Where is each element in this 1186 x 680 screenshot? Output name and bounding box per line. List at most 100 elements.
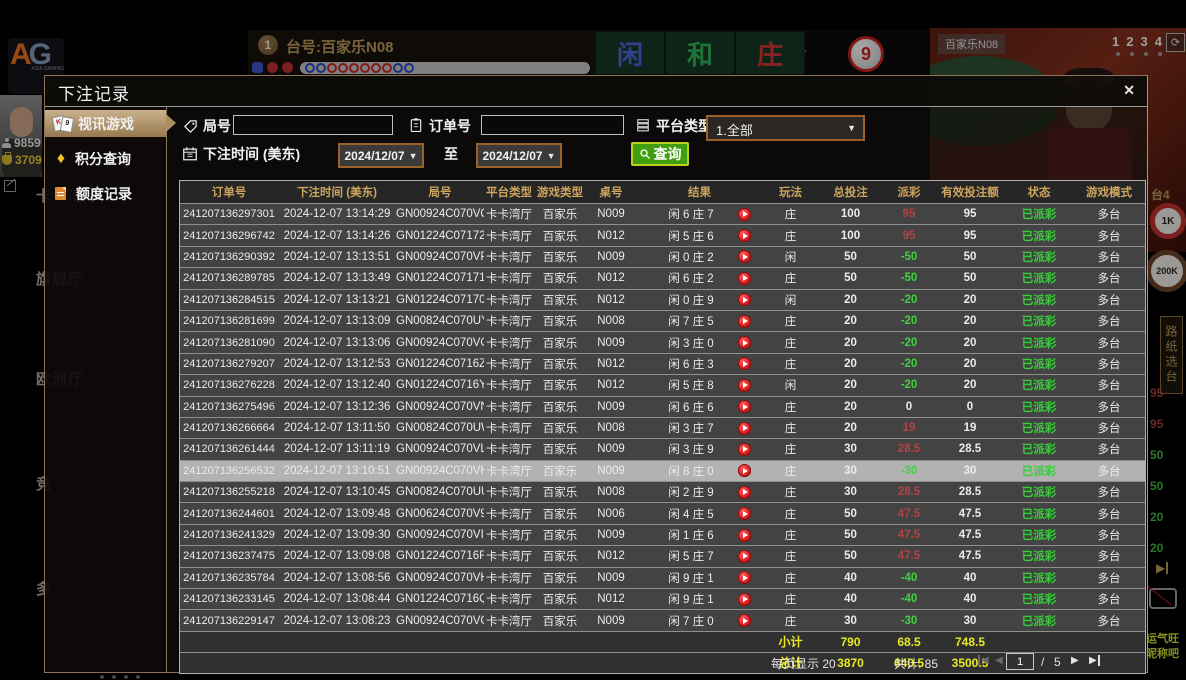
refresh-icon[interactable]: ⟳: [1166, 33, 1185, 52]
camera-number[interactable]: 1: [1112, 34, 1120, 49]
table-row[interactable]: 241207136261444 2024-12-07 13:11:19 GN00…: [180, 439, 1145, 461]
table-row[interactable]: 241207136296742 2024-12-07 13:14:26 GN01…: [180, 225, 1145, 247]
cell-total-bet: 20: [844, 336, 857, 349]
roadmap-icon-red2[interactable]: [282, 62, 293, 73]
result-ball: 9: [848, 36, 884, 72]
table-row[interactable]: 241207136266664 2024-12-07 13:11:50 GN00…: [180, 417, 1145, 440]
table-row[interactable]: 241207136279207 2024-12-07 13:12:53 GN01…: [180, 353, 1145, 376]
replay-icon[interactable]: [738, 614, 751, 628]
cell-bet-time: 2024-12-07 13:12:36: [283, 400, 391, 413]
cell-platform: 卡卡湾厅: [486, 273, 532, 286]
roadmap-icon-red1[interactable]: [267, 62, 278, 73]
replay-icon[interactable]: [738, 549, 751, 563]
cell-valid-bet: 95: [963, 229, 977, 242]
chat-muted-icon[interactable]: [1149, 588, 1177, 609]
last-page-icon[interactable]: ▶: [1089, 655, 1100, 666]
result-text: 闲 7 庄 0: [668, 615, 714, 628]
replay-icon[interactable]: [738, 421, 751, 435]
table-row[interactable]: 241207136255218 2024-12-07 13:10:45 GN00…: [180, 482, 1145, 504]
page-number-input[interactable]: [1006, 653, 1034, 670]
menu-item[interactable]: 额度记录: [45, 180, 166, 207]
bead-dot: [305, 63, 315, 73]
replay-icon[interactable]: [738, 507, 751, 521]
roadmap-icon-blue[interactable]: [252, 62, 263, 73]
replay-icon[interactable]: [738, 485, 751, 499]
bet-area[interactable]: 闲: [595, 31, 665, 75]
replay-icon[interactable]: [738, 229, 751, 243]
cell-valid-bet: 30: [963, 614, 977, 627]
table-row[interactable]: 241207136290392 2024-12-07 13:13:51 GN00…: [180, 246, 1145, 269]
cell-game-type: 百家乐: [542, 251, 578, 264]
table-row[interactable]: 241207136289785 2024-12-07 13:13:49 GN01…: [180, 268, 1145, 290]
cell-bet-time: 2024-12-07 13:08:56: [283, 571, 391, 584]
cell-table-number: N008: [597, 315, 625, 328]
table-row[interactable]: 241207136244601 2024-12-07 13:09:48 GN00…: [180, 503, 1145, 525]
camera-number[interactable]: 4: [1154, 34, 1162, 49]
menu-item[interactable]: ♦ 积分查询: [45, 145, 166, 172]
table-row[interactable]: 241207136276228 2024-12-07 13:12:40 GN01…: [180, 375, 1145, 397]
replay-icon[interactable]: [738, 293, 751, 307]
roadmap-table-select-tab[interactable]: 路纸选台: [1160, 316, 1183, 394]
replay-icon[interactable]: [738, 271, 751, 285]
skip-forward-icon[interactable]: ▶: [1156, 562, 1169, 574]
edit-icon[interactable]: [4, 180, 16, 192]
cell-payout: 0: [905, 400, 913, 413]
table-row[interactable]: 241207136297301 2024-12-07 13:14:29 GN00…: [180, 204, 1145, 226]
close-icon[interactable]: ✕: [1123, 82, 1135, 98]
table-row[interactable]: 241207136281090 2024-12-07 13:13:06 GN00…: [180, 332, 1145, 354]
replay-icon[interactable]: [738, 592, 751, 606]
cell-bet-type: 庄: [784, 273, 797, 286]
table-row[interactable]: 241207136256532 2024-12-07 13:10:51 GN00…: [180, 460, 1145, 483]
chip-1k[interactable]: 200K: [1146, 250, 1186, 292]
table-row[interactable]: 241207136241329 2024-12-07 13:09:30 GN00…: [180, 524, 1145, 547]
camera-number[interactable]: 3: [1140, 34, 1148, 49]
replay-icon[interactable]: [738, 336, 751, 350]
replay-icon[interactable]: [738, 314, 751, 328]
table-row[interactable]: 241207136281699 2024-12-07 13:13:09 GN00…: [180, 310, 1145, 333]
cell-round-number: GN00924C070VG: [396, 614, 484, 627]
first-page-icon[interactable]: ◀: [978, 655, 989, 666]
previous-page-icon[interactable]: ◀: [995, 655, 1003, 666]
round-input[interactable]: [233, 115, 393, 135]
replay-icon[interactable]: [738, 571, 751, 585]
cell-total-bet: 30: [844, 443, 857, 456]
result-text: 闲 6 庄 6: [668, 401, 714, 414]
replay-icon[interactable]: [738, 378, 751, 392]
column-header: 玩法: [779, 187, 802, 199]
bet-area[interactable]: 庄: [735, 31, 805, 75]
cell-payout: -50: [900, 272, 918, 285]
platform-type-dropdown[interactable]: 1.全部 ▼: [706, 115, 865, 141]
replay-icon[interactable]: [738, 357, 751, 371]
cell-valid-bet: 30: [963, 464, 977, 477]
date-to-picker[interactable]: 2024/12/07 ▼: [476, 143, 562, 168]
cell-game-mode: 多台: [1097, 508, 1121, 521]
menu-item[interactable]: 视讯游戏: [45, 110, 176, 137]
table-row[interactable]: 241207136235784 2024-12-07 13:08:56 GN00…: [180, 567, 1145, 590]
table-row[interactable]: 241207136275496 2024-12-07 13:12:36 GN00…: [180, 396, 1145, 418]
order-input[interactable]: [481, 115, 624, 135]
replay-icon[interactable]: [738, 442, 751, 456]
search-button[interactable]: 查询: [631, 142, 689, 166]
chip-1k[interactable]: 1K: [1150, 203, 1186, 239]
table-row[interactable]: 241207136237475 2024-12-07 13:09:08 GN01…: [180, 546, 1145, 568]
date-from-value: 2024/12/07: [344, 148, 405, 163]
next-page-icon[interactable]: ▶: [1071, 655, 1079, 666]
table-row[interactable]: 241207136229147 2024-12-07 13:08:23 GN00…: [180, 610, 1145, 632]
table-4-tab[interactable]: 台4: [1151, 188, 1170, 202]
cell-bet-time: 2024-12-07 13:13:21: [283, 293, 391, 306]
cell-payout: 95: [902, 208, 916, 221]
date-from-picker[interactable]: 2024/12/07 ▼: [338, 143, 424, 168]
bead-dot: [316, 63, 326, 73]
result-text: 闲 6 庄 2: [668, 273, 714, 286]
bet-area[interactable]: 和: [665, 31, 735, 75]
result-text: 闲 3 庄 9: [668, 444, 714, 457]
cell-total-bet: 20: [844, 357, 857, 370]
replay-icon[interactable]: [738, 464, 751, 478]
replay-icon[interactable]: [738, 528, 751, 542]
table-row[interactable]: 241207136233145 2024-12-07 13:08:44 GN01…: [180, 589, 1145, 611]
replay-icon[interactable]: [738, 250, 751, 264]
table-row[interactable]: 241207136284515 2024-12-07 13:13:21 GN01…: [180, 289, 1145, 311]
camera-number[interactable]: 2: [1126, 34, 1134, 49]
replay-icon[interactable]: [738, 400, 751, 414]
replay-icon[interactable]: [738, 207, 751, 221]
